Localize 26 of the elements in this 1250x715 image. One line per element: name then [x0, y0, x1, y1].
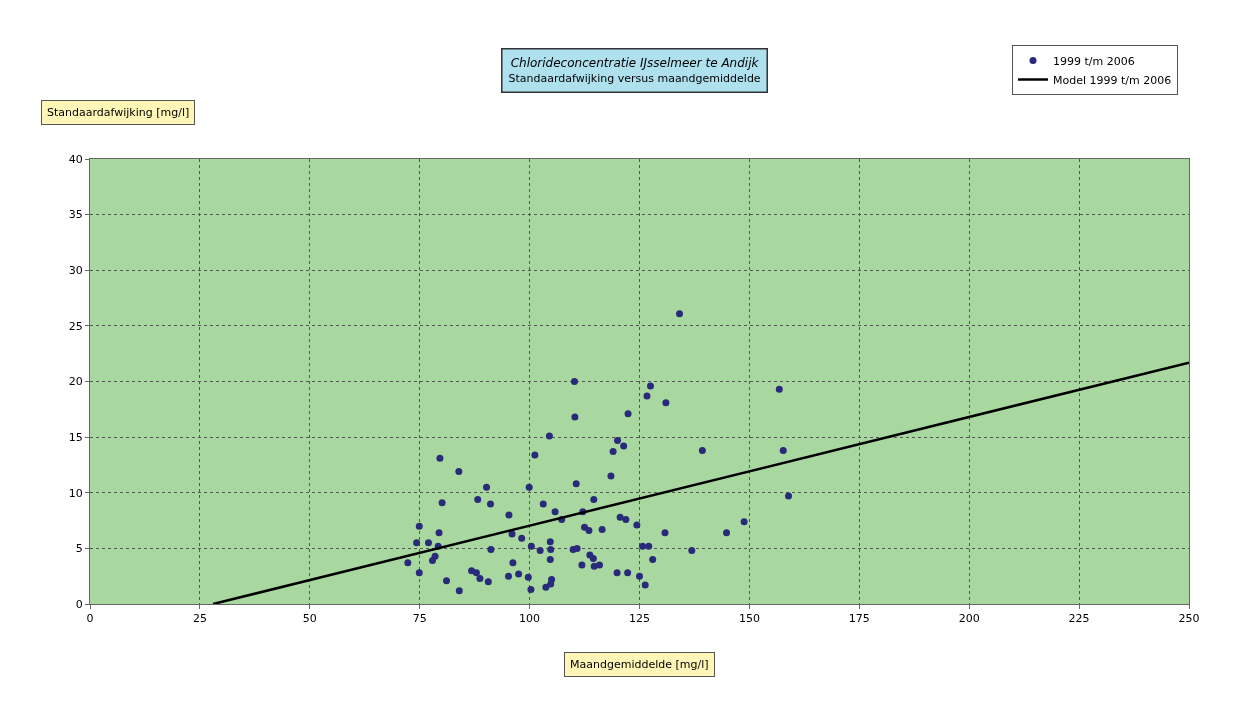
x-tick-label: 250 [1178, 612, 1200, 626]
y-tick-label: 5 [75, 542, 83, 556]
chart-subtitle: Standaardafwijking versus maandgemiddelde [508, 72, 761, 86]
x-axis-title: Maandgemiddelde [mg/l] [570, 658, 709, 671]
x-tick-label: 175 [848, 612, 870, 626]
x-tick-label: 125 [629, 612, 650, 626]
legend-label: 1999 t/m 2006 [1053, 54, 1135, 68]
x-tick-label: 200 [958, 612, 980, 626]
y-tick-label: 10 [68, 486, 83, 500]
x-tick-label: 50 [302, 612, 317, 626]
y-tick-label: 25 [68, 319, 83, 333]
x-tick-label: 25 [192, 612, 207, 626]
legend-label: Model 1999 t/m 2006 [1053, 73, 1172, 87]
x-tick-label: 0 [86, 612, 94, 626]
x-tick-label: 75 [412, 612, 427, 626]
y-tick-label: 40 [68, 152, 83, 166]
x-tick-label: 225 [1068, 612, 1090, 626]
y-tick-label: 35 [68, 208, 83, 222]
y-tick-label: 20 [68, 375, 83, 389]
y-axis-title: Standaardafwijking [mg/l] [47, 106, 190, 119]
chart-title: Chlorideconcentratie IJsselmeer te Andijk [510, 55, 760, 70]
x-tick-label: 150 [738, 612, 760, 626]
y-tick-label: 15 [68, 430, 83, 444]
x-tick-label: 100 [519, 612, 541, 626]
y-tick-label: 30 [68, 264, 83, 278]
y-tick-label: 0 [75, 597, 83, 611]
